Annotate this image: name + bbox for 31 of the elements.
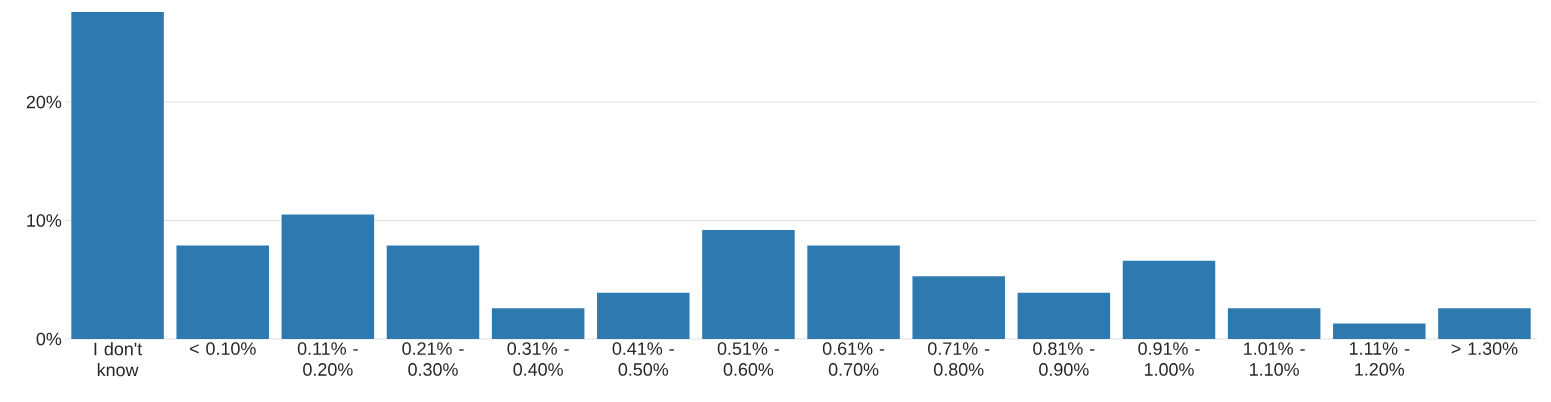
x-tick-label: 0.11% - 0.20%	[297, 342, 358, 376]
x-tick-label: 0.71% - 0.80%	[928, 342, 990, 376]
x-tick-label: I don't know	[94, 342, 143, 377]
bar	[1333, 323, 1426, 339]
bar	[1017, 292, 1111, 339]
bar	[702, 230, 795, 339]
y-tick-label: 20%	[26, 95, 62, 109]
bar	[176, 245, 269, 339]
bar	[807, 245, 900, 339]
x-tick-label: 0.21% - 0.30%	[402, 342, 464, 376]
bar	[1227, 308, 1321, 339]
bar	[1122, 260, 1216, 339]
x-tick-label: 1.01% - 1.10%	[1244, 342, 1305, 376]
x-tick-label: < 0.10%	[189, 342, 256, 355]
x-tick-label: 0.51% - 0.60%	[717, 342, 780, 376]
x-tick-label: > 1.30%	[1451, 342, 1518, 355]
x-tick-label: 0.91% - 1.00%	[1138, 342, 1200, 376]
x-tick-label: 0.41% - 0.50%	[612, 342, 674, 376]
y-tick-label: 10%	[27, 214, 62, 227]
x-tick-label: 0.61% - 0.70%	[822, 342, 885, 376]
bar	[491, 308, 585, 339]
bar	[1438, 308, 1531, 339]
x-tick-label: 0.31% - 0.40%	[507, 342, 569, 376]
x-tick-label: 1.11% - 1.20%	[1349, 342, 1410, 376]
x-tick-label: 0.81% - 0.90%	[1033, 342, 1095, 376]
bar	[71, 12, 164, 339]
bar	[597, 292, 690, 339]
y-tick-label: 0%	[36, 332, 62, 346]
bar	[281, 214, 375, 339]
bar	[386, 245, 480, 339]
bar	[912, 276, 1005, 339]
